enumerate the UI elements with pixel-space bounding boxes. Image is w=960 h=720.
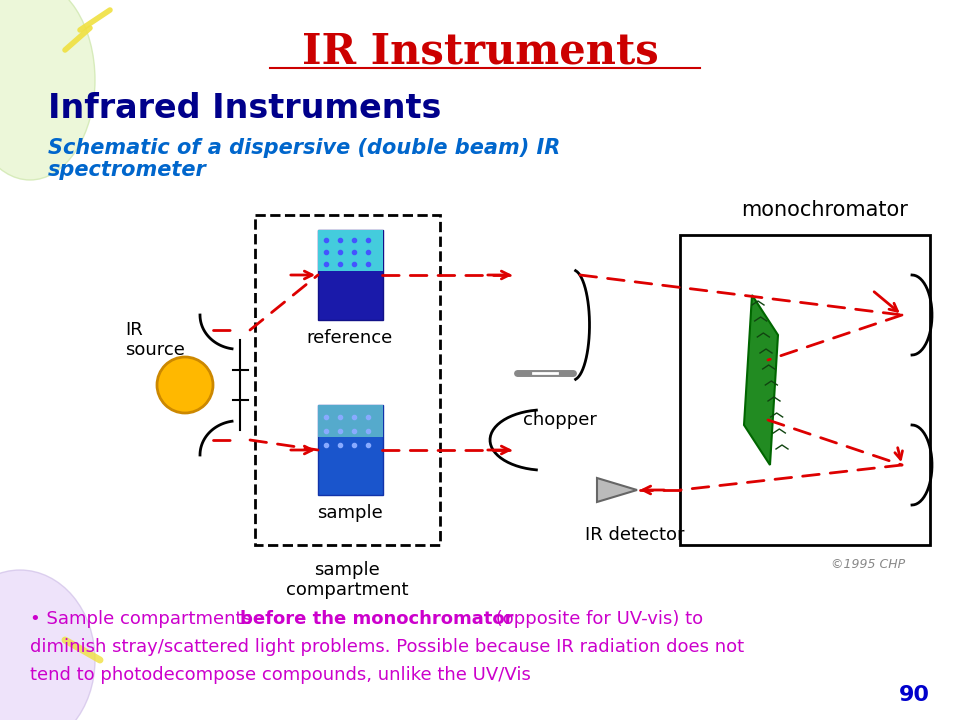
Text: source: source bbox=[125, 341, 185, 359]
Bar bbox=[318, 230, 383, 320]
Text: IR Instruments: IR Instruments bbox=[301, 31, 659, 73]
Text: 90: 90 bbox=[899, 685, 930, 705]
Bar bbox=[255, 215, 440, 545]
Polygon shape bbox=[744, 295, 778, 465]
Bar bbox=[318, 405, 383, 495]
Text: chopper: chopper bbox=[523, 411, 597, 429]
Bar bbox=[318, 405, 383, 436]
Text: tend to photodecompose compounds, unlike the UV/Vis: tend to photodecompose compounds, unlike… bbox=[30, 666, 531, 684]
Text: • Sample compartments: • Sample compartments bbox=[30, 610, 257, 628]
Text: monochromator: monochromator bbox=[741, 200, 908, 220]
Ellipse shape bbox=[0, 0, 95, 180]
Text: sample: sample bbox=[317, 504, 383, 522]
Text: Infrared Instruments: Infrared Instruments bbox=[48, 91, 442, 125]
Text: compartment: compartment bbox=[286, 581, 408, 599]
Bar bbox=[318, 230, 383, 271]
Text: IR detector: IR detector bbox=[586, 526, 684, 544]
Text: reference: reference bbox=[307, 329, 394, 347]
Text: IR: IR bbox=[125, 321, 143, 339]
Polygon shape bbox=[597, 478, 637, 502]
Text: (opposite for UV-vis) to: (opposite for UV-vis) to bbox=[490, 610, 703, 628]
Text: sample: sample bbox=[314, 561, 380, 579]
Text: diminish stray/scattered light problems. Possible because IR radiation does not: diminish stray/scattered light problems.… bbox=[30, 638, 744, 656]
Text: Schematic of a dispersive (double beam) IR: Schematic of a dispersive (double beam) … bbox=[48, 138, 561, 158]
Circle shape bbox=[157, 357, 213, 413]
Bar bbox=[680, 235, 930, 545]
Text: before the monochromator: before the monochromator bbox=[240, 610, 514, 628]
Ellipse shape bbox=[0, 570, 95, 720]
Text: spectrometer: spectrometer bbox=[48, 160, 206, 180]
Text: ©1995 CHP: ©1995 CHP bbox=[830, 559, 905, 572]
